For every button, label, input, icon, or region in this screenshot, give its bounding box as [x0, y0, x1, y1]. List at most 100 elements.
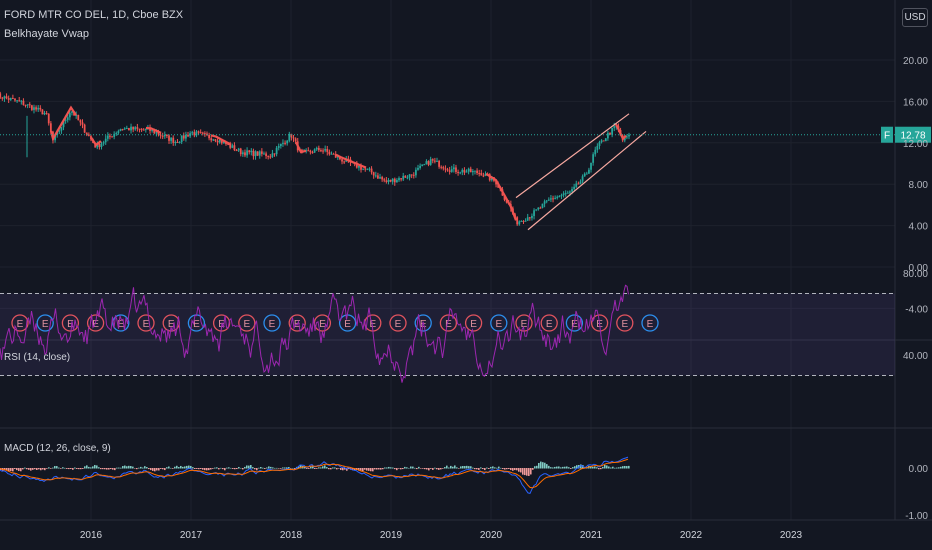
- macd-histogram-bar: [624, 465, 626, 469]
- macd-histogram-bar: [590, 466, 592, 469]
- macd-histogram-bar: [432, 468, 434, 470]
- candle-body: [577, 183, 580, 185]
- macd-histogram-bar: [100, 468, 102, 470]
- macd-histogram-bar: [54, 466, 56, 469]
- macd-histogram-bar: [150, 468, 152, 471]
- candle-body: [463, 169, 466, 173]
- macd-histogram-bar: [536, 465, 538, 469]
- candle-body: [427, 161, 430, 165]
- candle-body: [535, 209, 538, 211]
- candle-body: [611, 127, 614, 135]
- macd-histogram-bar: [206, 468, 208, 471]
- candle-body: [138, 128, 141, 130]
- macd-histogram-bar: [370, 468, 372, 472]
- macd-histogram-bar: [8, 468, 10, 472]
- macd-histogram-bar: [598, 468, 600, 470]
- macd-histogram-bar: [4, 468, 6, 470]
- candle-body: [613, 126, 616, 128]
- macd-histogram-bar: [372, 468, 374, 472]
- candle-body: [9, 98, 12, 100]
- earnings-letter: E: [647, 319, 654, 330]
- macd-histogram-bar: [176, 465, 178, 469]
- macd-histogram-bar: [616, 467, 618, 469]
- macd-histogram-bar: [386, 467, 388, 469]
- candle-body: [100, 143, 103, 147]
- candle-body: [417, 167, 419, 170]
- macd-histogram-bar: [424, 468, 426, 470]
- macd-histogram-bar: [320, 467, 322, 469]
- currency-button[interactable]: USD: [902, 8, 928, 27]
- candle-body: [39, 107, 42, 110]
- macd-histogram-bar: [202, 468, 204, 470]
- candle-body: [383, 179, 386, 181]
- candle-body: [469, 168, 472, 173]
- macd-histogram-bar: [406, 467, 408, 469]
- macd-histogram-bar: [540, 461, 542, 469]
- candle-body: [442, 167, 445, 169]
- macd-histogram-bar: [286, 467, 288, 469]
- candle-body: [182, 135, 185, 139]
- candle-body: [170, 137, 173, 141]
- macd-histogram-bar: [488, 468, 490, 469]
- macd-histogram-bar: [18, 468, 20, 471]
- candle-body: [22, 100, 25, 106]
- macd-histogram-bar: [494, 467, 496, 469]
- candle-body: [431, 159, 434, 161]
- candle-body: [106, 135, 109, 139]
- macd-histogram: [0, 461, 630, 476]
- earnings-letter: E: [243, 319, 250, 330]
- macd-histogram-bar: [242, 468, 244, 470]
- macd-histogram-bar: [446, 465, 448, 469]
- vwap-down-segment: [146, 126, 162, 134]
- earnings-marker-icon: E: [313, 314, 332, 332]
- candle-body: [7, 98, 10, 100]
- candle-body: [526, 217, 529, 221]
- candle-body: [244, 152, 246, 156]
- macd-histogram-bar: [110, 468, 112, 470]
- candle-body: [324, 148, 327, 151]
- candle-body: [560, 195, 563, 197]
- candle-body: [68, 112, 71, 118]
- macd-histogram-bar: [234, 468, 236, 470]
- macd-histogram-bar: [454, 465, 456, 469]
- candle-body: [571, 189, 573, 192]
- macd-histogram-bar: [574, 466, 576, 469]
- candle-body: [288, 133, 291, 141]
- macd-histogram-bar: [10, 468, 12, 471]
- macd-histogram-bar: [264, 468, 266, 469]
- candle-body: [628, 134, 630, 137]
- macd-histogram-bar: [258, 467, 260, 469]
- macd-histogram-bar: [410, 466, 412, 469]
- macd-histogram-bar: [378, 468, 380, 470]
- candle-body: [522, 220, 525, 222]
- macd-histogram-bar: [466, 465, 468, 469]
- macd-histogram-bar: [292, 467, 294, 469]
- rsi-label: RSI (14, close): [4, 352, 70, 363]
- macd-histogram-bar: [376, 468, 378, 470]
- macd-histogram-bar: [422, 468, 424, 469]
- candle-body: [191, 132, 194, 134]
- candle-body: [284, 142, 286, 144]
- candle-body: [585, 173, 588, 175]
- macd-histogram-bar: [178, 467, 180, 469]
- macd-histogram-bar: [342, 468, 344, 471]
- macd-histogram-bar: [382, 468, 384, 470]
- macd-histogram-bar: [182, 466, 184, 469]
- candle-body: [60, 127, 63, 131]
- candle-body: [433, 160, 436, 162]
- macd-histogram-bar: [160, 468, 162, 469]
- candle-body: [317, 147, 320, 151]
- candle-body: [292, 137, 295, 139]
- rsi-axis-tick: 40.00: [903, 351, 928, 362]
- macd-histogram-bar: [200, 468, 202, 469]
- time-axis-tick: 2016: [80, 530, 103, 541]
- candle-body: [172, 137, 175, 143]
- candle-body: [85, 132, 88, 135]
- macd-histogram-bar: [518, 468, 520, 472]
- candle-body: [1, 97, 4, 99]
- earnings-circle: [616, 314, 634, 332]
- candle-body: [326, 148, 329, 152]
- macd-histogram-bar: [346, 468, 348, 471]
- candle-body: [121, 129, 124, 131]
